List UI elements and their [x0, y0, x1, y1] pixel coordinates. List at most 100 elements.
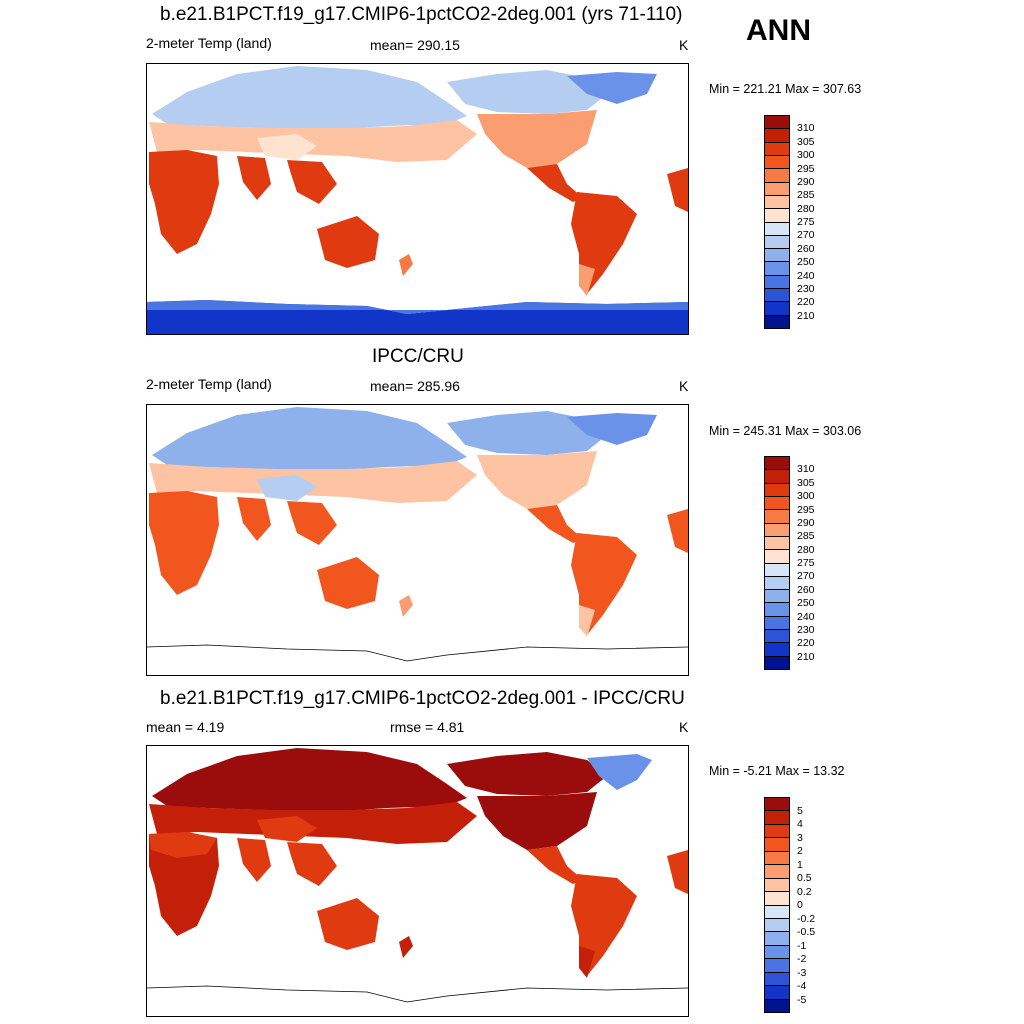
panel-1-mean-label: mean= 290.15	[370, 37, 460, 53]
panel-2-land-sa-south	[579, 605, 595, 637]
panel-3-colorbar-swatch	[765, 972, 789, 987]
panel-1-colorbar-swatch	[765, 155, 789, 170]
panel-3-tick-label: 4	[797, 818, 803, 830]
panel-2-colorbar-swatch	[765, 457, 789, 471]
panel-1-colorbar-swatch	[765, 182, 789, 196]
panel-1-colorbar-swatch	[765, 235, 789, 250]
panel-1-colorbar-swatch	[765, 222, 789, 236]
panel-3-colorbar-swatch	[765, 811, 789, 825]
panel-2-colorbar-swatch	[765, 470, 789, 484]
panel-3-land-australia	[317, 898, 379, 950]
panel-2-land-nz	[399, 595, 413, 617]
panel-3-colorbar-swatch	[765, 918, 789, 933]
panel-1-land-eurasia-north	[152, 66, 467, 130]
panel-1-land-central-america	[527, 164, 583, 202]
panel-2-land-na-mid	[477, 451, 597, 509]
panel-1-tick-label: 230	[797, 282, 815, 295]
panel-2-colorbar-swatch	[765, 523, 789, 537]
panel-3-rmse-label: rmse = 4.81	[390, 719, 465, 735]
panel-2-colorbar-swatch	[765, 643, 789, 657]
panel-2-colorbar-swatch	[765, 496, 789, 511]
panel-2-land-tibet	[257, 475, 317, 501]
panel-3-title: b.e21.B1PCT.f19_g17.CMIP6-1pctCO2-2deg.0…	[160, 688, 685, 709]
panel-2-land-india	[237, 497, 271, 541]
panel-2-variable-label: 2-meter Temp (land)	[146, 376, 272, 392]
panel-3-tick-label: -2	[797, 953, 807, 965]
panel-3-land-central-america	[527, 846, 583, 884]
panel-2-tick-label: 250	[797, 597, 815, 610]
panel-3-tick-label: 0.5	[797, 872, 812, 884]
panel-3-tick-label: -0.5	[797, 926, 816, 938]
panel-1-tick-label: 220	[797, 296, 815, 309]
panel-1-land-na-mid	[477, 110, 597, 168]
panel-2-colorbar-swatch	[765, 510, 789, 524]
panel-2-colorbar-swatch	[765, 590, 789, 604]
panel-2-tick-label: 285	[797, 530, 815, 543]
panel-2-minmax-label: Min = 245.31 Max = 303.06	[709, 424, 862, 438]
panel-3-colorbar-swatch	[765, 959, 789, 973]
panel-3-tick-label: 5	[797, 804, 803, 817]
panel-1-map	[146, 63, 689, 335]
panel-1-land-africa-right	[667, 168, 688, 212]
panel-3-land-sa-south	[579, 946, 595, 978]
panel-3-units-label: K	[679, 719, 689, 735]
panel-1-title: b.e21.B1PCT.f19_g17.CMIP6-1pctCO2-2deg.0…	[160, 4, 683, 25]
panel-2-tick-label: 310	[797, 463, 815, 476]
panel-2-map	[146, 404, 689, 676]
panel-2-tick-label: 280	[797, 543, 815, 556]
panel-1-land-india	[237, 156, 271, 200]
panel-1-land-antarctica-edge	[147, 300, 688, 314]
panel-3-tick-label: 3	[797, 831, 803, 844]
panel-1-tick-label: 210	[797, 309, 815, 322]
panel-3-land-na-mid	[477, 792, 597, 850]
panel-2-tick-label: 220	[797, 637, 815, 650]
panel-1-tick-label: 270	[797, 229, 815, 242]
panel-1-colorbar-swatch	[765, 262, 789, 276]
panel-2-land-africa-right	[667, 509, 688, 553]
panel-2-tick-label: 270	[797, 570, 815, 583]
panel-1-colorbar-swatch	[765, 169, 789, 183]
panel-2-colorbar-swatch	[765, 656, 789, 669]
panel-1-land-nz	[399, 254, 413, 276]
panel-1-colorbar	[764, 115, 790, 329]
panel-1-land-eurasia-mid	[149, 120, 477, 162]
panel-2-colorbar-swatch	[765, 616, 789, 631]
panel-1-land-sa-south	[579, 264, 595, 296]
panel-1-variable-label: 2-meter Temp (land)	[146, 35, 272, 51]
panel-2-colorbar-swatch	[765, 603, 789, 617]
panel-3-land-tibet	[257, 816, 317, 842]
panel-3-colorbar-swatch	[765, 798, 789, 812]
panel-3-land-seasia	[287, 842, 337, 886]
panel-1-land-australia	[317, 216, 379, 268]
panel-2-colorbar-swatch	[765, 536, 789, 551]
panel-3-tick-label: -0.2	[797, 912, 816, 925]
panel-1-colorbar-swatch	[765, 249, 789, 263]
panel-2-tick-label: 260	[797, 583, 815, 596]
panel-3-tick-label: -5	[797, 993, 807, 1006]
panel-3-colorbar-swatch	[765, 878, 789, 893]
panel-3-colorbar-swatch	[765, 892, 789, 906]
panel-3-colorbar-swatch	[765, 851, 789, 866]
panel-3-tick-label: -1	[797, 939, 807, 952]
panel-2-tick-label: 230	[797, 623, 815, 636]
panel-1-land-greenland	[567, 72, 657, 104]
panel-1-tick-label: 240	[797, 269, 815, 282]
panel-2-colorbar	[764, 456, 790, 670]
panel-2-colorbar-swatch	[765, 483, 789, 497]
panel-1-minmax-label: Min = 221.21 Max = 307.63	[709, 82, 862, 96]
panel-1-tick-label: 280	[797, 202, 815, 215]
panel-2-antarctica-outline	[147, 644, 688, 662]
panel-2-land-central-america	[527, 505, 583, 543]
panel-2-land-greenland	[567, 413, 657, 445]
panel-2-land-eurasia-north	[152, 407, 467, 471]
panel-3-colorbar-swatch	[765, 945, 789, 960]
panel-1-colorbar-swatch	[765, 275, 789, 290]
panel-3-land-nz	[399, 936, 413, 958]
panel-1-tick-label: 295	[797, 162, 815, 175]
panel-2-tick-label: 300	[797, 490, 815, 503]
panel-2-tick-label: 290	[797, 516, 815, 529]
panel-1-colorbar-swatch	[765, 289, 789, 303]
panel-3-tick-label: 0.2	[797, 885, 812, 898]
panel-1-land-na-north	[447, 70, 607, 114]
panel-1-land-seasia	[287, 160, 337, 204]
